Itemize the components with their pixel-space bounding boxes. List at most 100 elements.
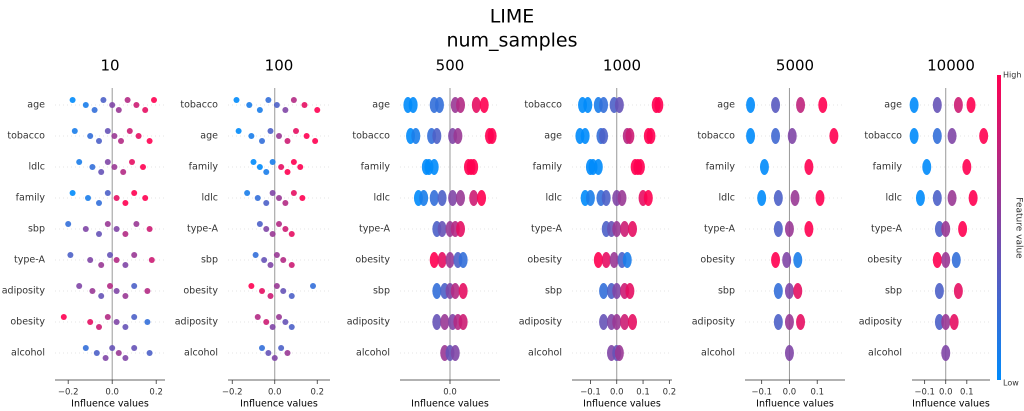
point-cluster — [784, 283, 794, 299]
point — [96, 231, 102, 237]
x-axis-label: Influence values — [912, 399, 990, 410]
point — [297, 164, 304, 170]
point — [131, 252, 138, 258]
point — [111, 164, 118, 170]
point — [299, 195, 306, 201]
point — [113, 226, 120, 232]
point-cluster — [620, 314, 630, 330]
point — [111, 133, 118, 139]
feature-label: type-A — [871, 224, 902, 235]
point — [269, 231, 276, 237]
point-cluster — [458, 314, 468, 330]
point — [122, 200, 129, 206]
point-cluster — [773, 190, 783, 206]
point-cluster — [419, 190, 429, 206]
point-cluster — [620, 221, 630, 237]
point — [235, 128, 242, 134]
point — [312, 138, 319, 144]
feature-label: type-A — [187, 224, 218, 235]
point-cluster — [654, 97, 664, 113]
point-cluster — [979, 128, 989, 144]
point-cluster — [941, 252, 951, 268]
point — [131, 345, 138, 351]
point — [122, 262, 129, 268]
x-tick-label: 0.1 — [960, 388, 974, 398]
x-tick-label: −0.1 — [751, 388, 772, 398]
point-cluster — [429, 190, 439, 206]
panel-title: 100 — [265, 57, 294, 75]
point-cluster — [646, 128, 656, 144]
point — [113, 288, 120, 294]
point-cluster — [915, 190, 925, 206]
point — [263, 319, 270, 325]
point-cluster — [793, 283, 803, 299]
figure-title: LIME — [490, 6, 535, 28]
x-axis-label: Influence values — [411, 399, 489, 410]
point — [102, 355, 109, 361]
point-cluster — [773, 221, 783, 237]
point — [131, 314, 138, 320]
feature-label: age — [200, 131, 218, 142]
point — [109, 345, 116, 351]
point-cluster — [456, 97, 466, 113]
point — [290, 190, 297, 196]
panel-title: 500 — [436, 57, 465, 75]
x-tick-label: 0.2 — [663, 388, 677, 398]
point-cluster — [958, 221, 968, 237]
point — [122, 324, 129, 330]
point-cluster — [746, 128, 756, 144]
point — [314, 107, 321, 113]
point-cluster — [450, 345, 460, 361]
x-tick-label: −0.2 — [222, 388, 243, 398]
feature-label: ldlc — [718, 193, 735, 204]
point-cluster — [429, 159, 439, 175]
point — [71, 128, 78, 134]
point-cluster — [593, 159, 603, 175]
point-cluster — [601, 190, 611, 206]
point-cluster — [804, 221, 814, 237]
point — [256, 221, 263, 227]
point-cluster — [635, 159, 645, 175]
feature-label: alcohol — [11, 348, 45, 359]
point-cluster — [746, 97, 756, 113]
point-cluster — [487, 128, 497, 144]
point — [276, 314, 282, 320]
panel-title: 5000 — [776, 57, 814, 75]
point — [276, 133, 282, 139]
feature-label: alcohol — [528, 348, 562, 359]
feature-label: family — [533, 162, 563, 173]
point-cluster — [932, 190, 942, 206]
point — [135, 133, 142, 139]
feature-label: ldlc — [373, 193, 390, 204]
point — [282, 200, 289, 206]
feature-label: obesity — [867, 255, 902, 266]
feature-label: adiposity — [175, 317, 219, 328]
feature-label: obesity — [355, 255, 390, 266]
feature-label: alcohol — [184, 348, 218, 359]
point-cluster — [949, 314, 959, 330]
point — [144, 319, 151, 325]
point-cluster — [469, 190, 479, 206]
feature-label: sbp — [201, 255, 218, 266]
point-cluster — [437, 221, 447, 237]
point-cluster — [941, 345, 951, 361]
point-cluster — [601, 252, 611, 268]
x-tick-label: −0.2 — [58, 388, 79, 398]
point — [269, 190, 276, 196]
point — [144, 288, 151, 294]
point — [278, 345, 285, 351]
point-cluster — [953, 97, 963, 113]
point — [278, 164, 285, 170]
point — [115, 350, 122, 356]
point-cluster — [429, 252, 439, 268]
feature-label: tobacco — [352, 131, 390, 142]
point — [250, 159, 257, 165]
point — [91, 107, 98, 113]
x-tick-label: 0.0 — [939, 388, 953, 398]
point — [87, 319, 94, 325]
point-cluster — [962, 159, 972, 175]
point-cluster — [599, 283, 609, 299]
point — [142, 107, 149, 113]
point — [248, 283, 255, 289]
